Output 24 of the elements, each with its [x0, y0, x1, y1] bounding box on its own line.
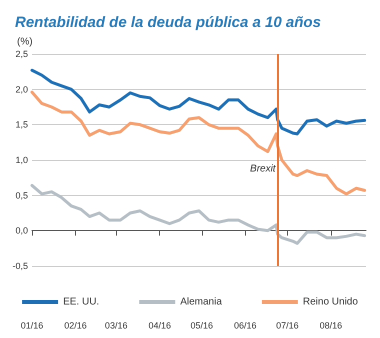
ref-line-label: Brexit [250, 164, 277, 174]
y-tick-label: 2,5 [15, 49, 28, 59]
y-tick-label: 0,0 [15, 226, 28, 236]
y-tick-label: 2,0 [15, 84, 28, 94]
legend-label: Reino Unido [302, 296, 358, 308]
x-tick-label: 05/16 [190, 320, 214, 330]
legend-label: Alemania [180, 296, 222, 308]
y-tick-label: 1,5 [15, 120, 28, 130]
y-tick-label: -0,5 [12, 261, 28, 271]
x-tick-label: 01/16 [20, 320, 44, 330]
line-series [30, 68, 366, 136]
legend-label: EE. UU. [63, 296, 100, 308]
y-tick-label: 1,0 [15, 155, 28, 165]
x-tick-label: 04/16 [148, 320, 171, 330]
y-axis-title: (%) [17, 36, 33, 48]
y-tick-label: 0,5 [15, 190, 28, 200]
x-tick-label: 07/16 [276, 320, 299, 330]
chart-title: Rentabilidad de la deuda pública a 10 años [15, 14, 321, 31]
line-series [30, 184, 366, 245]
line-series [30, 90, 366, 196]
x-tick-label: 02/16 [64, 320, 87, 330]
x-tick-label: 03/16 [104, 320, 128, 330]
x-tick-label: 06/16 [234, 320, 257, 330]
x-tick-label: 08/16 [320, 320, 342, 330]
